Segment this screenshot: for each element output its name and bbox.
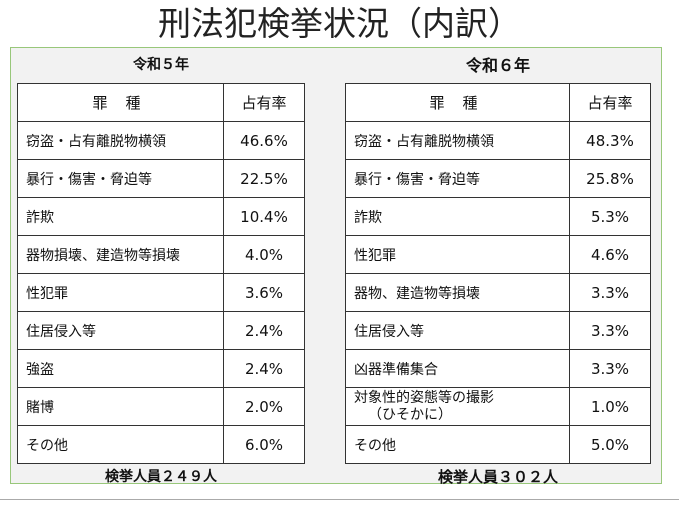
table-header-row: 罪種 占有率 (17, 83, 305, 122)
rate-cell: 4.6% (569, 235, 651, 274)
rate-cell: 5.3% (569, 197, 651, 236)
table-column-reiwa5: 令和５年 罪種 占有率 窃盗・占有離脱物横領 46.6% 暴行・傷害・脅迫等 2… (17, 48, 305, 490)
year-heading: 令和６年 (465, 56, 530, 75)
table-row: その他 6.0% (17, 425, 305, 464)
crime-cell: 暴行・傷害・脅迫等 (345, 159, 570, 198)
table-row: 強盗 2.4% (17, 349, 305, 388)
table-row: 器物、建造物等損壊 3.3% (345, 273, 651, 312)
rate-cell: 5.0% (569, 425, 651, 464)
crime-cell: 凶器準備集合 (345, 349, 570, 388)
column-header-crime: 罪種 (345, 83, 570, 122)
rate-cell: 46.6% (223, 121, 305, 160)
crime-cell: 窃盗・占有離脱物横領 (17, 121, 224, 160)
table-row: 器物損壊、建造物等損壊 4.0% (17, 235, 305, 274)
table-row: 詐欺 10.4% (17, 197, 305, 236)
column-header-rate: 占有率 (223, 83, 305, 122)
column-header-rate: 占有率 (569, 83, 651, 122)
rate-cell: 2.4% (223, 349, 305, 388)
bottom-divider (0, 499, 679, 500)
crime-cell: 性犯罪 (17, 273, 224, 312)
crime-cell: 賭博 (17, 387, 224, 426)
table-row: 賭博 2.0% (17, 387, 305, 426)
rate-cell: 3.3% (569, 349, 651, 388)
arrest-total: 検挙人員２４９人 (105, 469, 217, 485)
statistics-panel: 令和５年 罪種 占有率 窃盗・占有離脱物横領 46.6% 暴行・傷害・脅迫等 2… (10, 47, 662, 486)
crime-cell: 対象性的姿態等の撮影 （ひそかに） (345, 387, 570, 426)
crime-cell: 暴行・傷害・脅迫等 (17, 159, 224, 198)
year-heading: 令和５年 (133, 57, 189, 73)
table-row: 対象性的姿態等の撮影 （ひそかに） 1.0% (345, 387, 651, 426)
rate-cell: 3.3% (569, 273, 651, 312)
crime-cell: 詐欺 (17, 197, 224, 236)
crime-table: 罪種 占有率 窃盗・占有離脱物横領 48.3% 暴行・傷害・脅迫等 25.8% … (345, 83, 651, 464)
table-row: 暴行・傷害・脅迫等 25.8% (345, 159, 651, 198)
rate-cell: 2.0% (223, 387, 305, 426)
table-row: 暴行・傷害・脅迫等 22.5% (17, 159, 305, 198)
table-row: 性犯罪 3.6% (17, 273, 305, 312)
crime-cell: 住居侵入等 (17, 311, 224, 350)
column-header-crime: 罪種 (17, 83, 224, 122)
table-row: 窃盗・占有離脱物横領 46.6% (17, 121, 305, 160)
table-row: 住居侵入等 2.4% (17, 311, 305, 350)
rate-cell: 25.8% (569, 159, 651, 198)
table-row: その他 5.0% (345, 425, 651, 464)
table-row: 窃盗・占有離脱物横領 48.3% (345, 121, 651, 160)
table-row: 詐欺 5.3% (345, 197, 651, 236)
crime-cell: 性犯罪 (345, 235, 570, 274)
table-column-reiwa6: 令和６年 罪種 占有率 窃盗・占有離脱物横領 48.3% 暴行・傷害・脅迫等 2… (345, 48, 651, 490)
table-row: 性犯罪 4.6% (345, 235, 651, 274)
crime-cell: 詐欺 (345, 197, 570, 236)
table-header-row: 罪種 占有率 (345, 83, 651, 122)
crime-sub-text: （ひそかに） (368, 406, 452, 423)
rate-cell: 3.3% (569, 311, 651, 350)
page-title: 刑法犯検挙状況（内訳） (158, 4, 521, 43)
rate-cell: 48.3% (569, 121, 651, 160)
table-row: 凶器準備集合 3.3% (345, 349, 651, 388)
rate-cell: 4.0% (223, 235, 305, 274)
crime-main-text: 対象性的姿態等の撮影 (354, 389, 494, 406)
rate-cell: 3.6% (223, 273, 305, 312)
crime-cell: その他 (17, 425, 224, 464)
arrest-total: 検挙人員３０２人 (437, 468, 558, 486)
crime-cell: 窃盗・占有離脱物横領 (345, 121, 570, 160)
rate-cell: 10.4% (223, 197, 305, 236)
crime-table: 罪種 占有率 窃盗・占有離脱物横領 46.6% 暴行・傷害・脅迫等 22.5% … (17, 83, 305, 464)
crime-cell: 強盗 (17, 349, 224, 388)
crime-cell: その他 (345, 425, 570, 464)
crime-cell: 器物、建造物等損壊 (345, 273, 570, 312)
rate-cell: 2.4% (223, 311, 305, 350)
crime-cell: 器物損壊、建造物等損壊 (17, 235, 224, 274)
table-row: 住居侵入等 3.3% (345, 311, 651, 350)
rate-cell: 6.0% (223, 425, 305, 464)
rate-cell: 1.0% (569, 387, 651, 426)
rate-cell: 22.5% (223, 159, 305, 198)
crime-cell: 住居侵入等 (345, 311, 570, 350)
